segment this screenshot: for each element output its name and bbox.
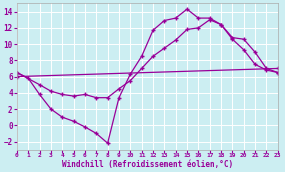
X-axis label: Windchill (Refroidissement éolien,°C): Windchill (Refroidissement éolien,°C) bbox=[62, 159, 233, 169]
